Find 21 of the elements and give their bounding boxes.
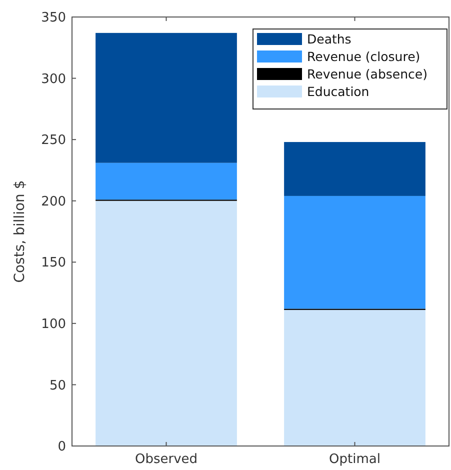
y-tick-label: 0 bbox=[58, 440, 66, 455]
legend-label: Revenue (closure) bbox=[307, 48, 420, 64]
y-tick-label: 150 bbox=[41, 256, 66, 271]
x-tick-label: Observed bbox=[134, 452, 198, 467]
legend-label: Deaths bbox=[307, 31, 352, 46]
legend-label: Education bbox=[307, 84, 370, 99]
x-tick-label: Optimal bbox=[329, 452, 380, 467]
bar bbox=[284, 142, 426, 196]
bar bbox=[284, 196, 426, 309]
y-tick-label: 350 bbox=[41, 10, 66, 26]
y-axis-title: Costs, billion $ bbox=[12, 180, 28, 283]
bar bbox=[284, 310, 426, 446]
legend-label: Revenue (absence) bbox=[307, 66, 428, 82]
y-tick-label: 250 bbox=[41, 133, 66, 148]
y-tick-label: 100 bbox=[41, 316, 66, 332]
y-tick-label: 200 bbox=[41, 194, 66, 210]
y-tick-label: 300 bbox=[41, 72, 66, 87]
bar bbox=[96, 162, 237, 200]
bar bbox=[96, 200, 237, 446]
bar bbox=[96, 32, 237, 163]
y-tick-label: 50 bbox=[49, 378, 66, 394]
